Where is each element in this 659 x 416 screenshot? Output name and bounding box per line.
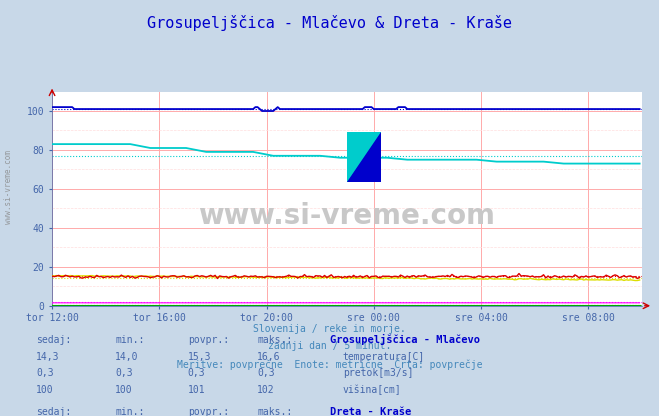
Text: min.:: min.: [115,407,145,416]
Polygon shape [347,131,381,181]
Text: 100: 100 [36,385,54,395]
Text: 102: 102 [257,385,275,395]
Text: 15,3: 15,3 [188,352,212,362]
Text: 0,3: 0,3 [188,369,206,379]
Text: sedaj:: sedaj: [36,407,71,416]
Text: www.si-vreme.com: www.si-vreme.com [198,202,496,230]
Text: 14,3: 14,3 [36,352,60,362]
Text: 100: 100 [115,385,133,395]
Text: povpr.:: povpr.: [188,335,229,345]
Text: zadnji dan / 5 minut.: zadnji dan / 5 minut. [268,341,391,351]
Text: 101: 101 [188,385,206,395]
Text: min.:: min.: [115,335,145,345]
Text: www.si-vreme.com: www.si-vreme.com [4,150,13,224]
Text: 0,3: 0,3 [257,369,275,379]
Polygon shape [347,131,381,181]
Text: temperatura[C]: temperatura[C] [343,352,425,362]
Text: Slovenija / reke in morje.: Slovenija / reke in morje. [253,324,406,334]
Text: višina[cm]: višina[cm] [343,385,401,395]
Text: maks.:: maks.: [257,335,292,345]
Text: 0,3: 0,3 [36,369,54,379]
Text: 0,3: 0,3 [115,369,133,379]
Text: 14,0: 14,0 [115,352,139,362]
Text: Grosupeljščica - Mlačevo: Grosupeljščica - Mlačevo [330,334,480,345]
Text: sedaj:: sedaj: [36,335,71,345]
Text: Meritve: povprečne  Enote: metrične  Črta: povprečje: Meritve: povprečne Enote: metrične Črta:… [177,358,482,370]
Text: Dreta - Kraše: Dreta - Kraše [330,407,411,416]
Text: maks.:: maks.: [257,407,292,416]
Text: pretok[m3/s]: pretok[m3/s] [343,369,413,379]
Text: povpr.:: povpr.: [188,407,229,416]
Text: Grosupeljščica - Mlačevo & Dreta - Kraše: Grosupeljščica - Mlačevo & Dreta - Kraše [147,15,512,30]
Text: 16,6: 16,6 [257,352,281,362]
